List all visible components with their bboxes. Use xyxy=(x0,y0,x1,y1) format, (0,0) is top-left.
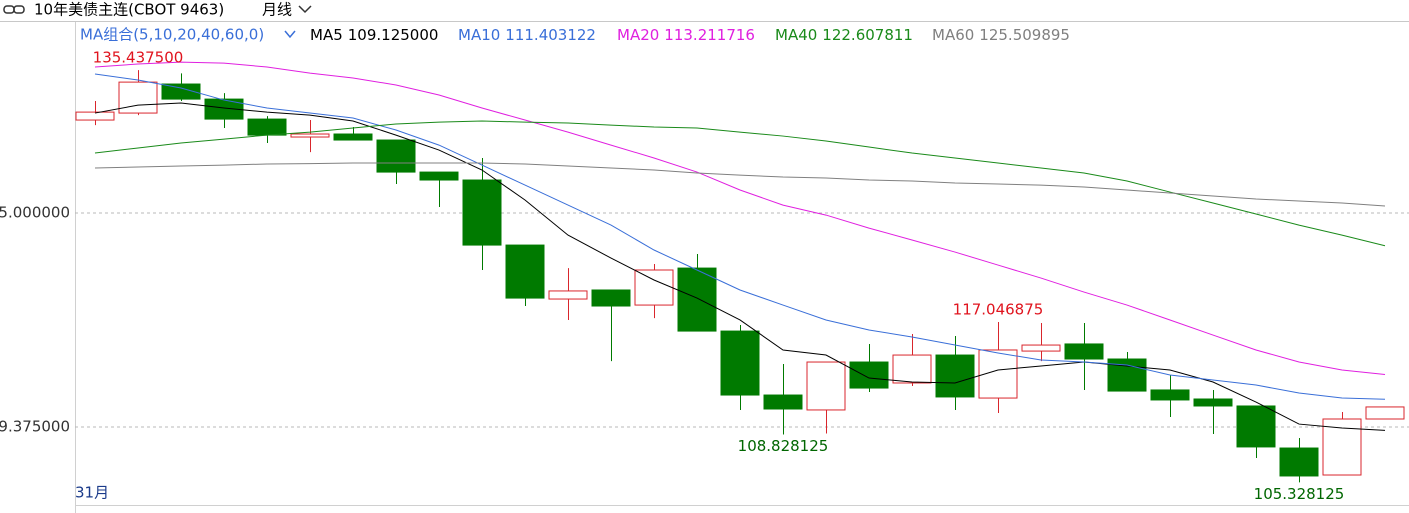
candle xyxy=(1279,438,1319,483)
candle-body xyxy=(1107,358,1147,392)
candle xyxy=(333,127,373,141)
candle-body xyxy=(1236,405,1276,448)
candle xyxy=(376,139,416,184)
candle xyxy=(548,268,588,320)
legend-entry: MA5 109.125000 xyxy=(310,26,438,44)
extreme-label: 117.046875 xyxy=(953,300,1044,318)
candle-body xyxy=(376,139,416,173)
legend-entry: MA40 122.607811 xyxy=(775,26,913,44)
candle-body xyxy=(1322,418,1362,476)
candle xyxy=(1064,322,1104,390)
period-selector[interactable]: 月线 xyxy=(262,1,292,19)
candle-body xyxy=(1193,398,1233,407)
date-label: 31月 xyxy=(75,484,109,502)
legend-name: MA40 xyxy=(775,26,817,44)
ma-group-label[interactable]: MA组合(5,10,20,40,60,0) xyxy=(80,26,264,44)
legend-value: 125.509895 xyxy=(979,26,1070,44)
candle xyxy=(892,333,932,386)
legend-name: MA5 xyxy=(310,26,343,44)
candle xyxy=(462,157,502,270)
legend-name: MA10 xyxy=(458,26,500,44)
candle-body xyxy=(1021,344,1061,352)
legend-entry: MA10 111.403122 xyxy=(458,26,596,44)
ma-line xyxy=(94,102,1386,431)
candle xyxy=(290,120,330,153)
candle xyxy=(1107,352,1147,392)
candle xyxy=(1236,405,1276,459)
legend-value: 113.211716 xyxy=(664,26,755,44)
y-tick-label: 125.000000 xyxy=(0,204,70,222)
ma-chevron[interactable] xyxy=(284,30,296,39)
candle-body xyxy=(634,269,674,306)
candle-body xyxy=(720,330,760,396)
legend-entry: MA60 125.509895 xyxy=(932,26,1070,44)
candle xyxy=(1365,406,1405,420)
candle xyxy=(161,73,201,102)
candle xyxy=(1193,389,1233,435)
candle-body xyxy=(247,118,287,136)
candle-body xyxy=(333,133,373,141)
legend-value: 111.403122 xyxy=(505,26,596,44)
extreme-label: 135.437500 xyxy=(93,49,184,67)
candle-body xyxy=(1150,389,1190,401)
candle xyxy=(720,325,760,410)
candle-body xyxy=(462,179,502,246)
ma-line xyxy=(94,61,1386,375)
candle-body xyxy=(548,290,588,300)
candle-body xyxy=(892,354,932,384)
legend-name: MA60 xyxy=(932,26,974,44)
candle-body xyxy=(935,354,975,398)
toolbar xyxy=(0,0,1409,21)
candle-body xyxy=(1064,343,1104,360)
candle xyxy=(118,70,158,116)
extreme-label: 108.828125 xyxy=(738,437,829,455)
legend-entry: MA20 113.211716 xyxy=(617,26,755,44)
candle xyxy=(247,116,287,144)
candle-body xyxy=(75,111,115,121)
ma-line xyxy=(94,73,1386,400)
candle-body xyxy=(1279,447,1319,477)
candle-body xyxy=(763,394,803,410)
candle-body xyxy=(849,361,889,389)
candle-body xyxy=(806,361,846,411)
extreme-label: 105.328125 xyxy=(1254,485,1345,503)
legend-value: 122.607811 xyxy=(822,26,913,44)
link-icon[interactable] xyxy=(3,5,25,14)
ma-line xyxy=(94,162,1386,207)
candle-body xyxy=(118,81,158,114)
legend-value: 109.125000 xyxy=(348,26,439,44)
candle xyxy=(978,321,1018,413)
candle xyxy=(505,244,545,307)
candle xyxy=(591,289,631,362)
candle-body xyxy=(505,244,545,299)
candle xyxy=(677,253,717,332)
candle xyxy=(806,361,846,434)
candle xyxy=(634,263,674,319)
y-tick-label: 109.375000 xyxy=(0,418,70,436)
candle xyxy=(1322,412,1362,476)
candle xyxy=(935,336,975,410)
instrument-title[interactable]: 10年美债主连(CBOT 9463) xyxy=(34,1,224,19)
candle-body xyxy=(419,171,459,181)
legend-name: MA20 xyxy=(617,26,659,44)
candle-body xyxy=(204,98,244,120)
candle-body xyxy=(1365,406,1405,420)
period-chevron[interactable] xyxy=(298,5,312,14)
ma-line xyxy=(94,120,1386,247)
candle-body xyxy=(591,289,631,307)
candle-body xyxy=(677,267,717,332)
candle xyxy=(849,343,889,393)
candle xyxy=(763,363,803,435)
candle xyxy=(1021,322,1061,362)
candle-body xyxy=(290,133,330,138)
candle xyxy=(419,171,459,208)
candle xyxy=(204,93,244,128)
candle xyxy=(1150,375,1190,417)
candle-body xyxy=(161,83,201,100)
